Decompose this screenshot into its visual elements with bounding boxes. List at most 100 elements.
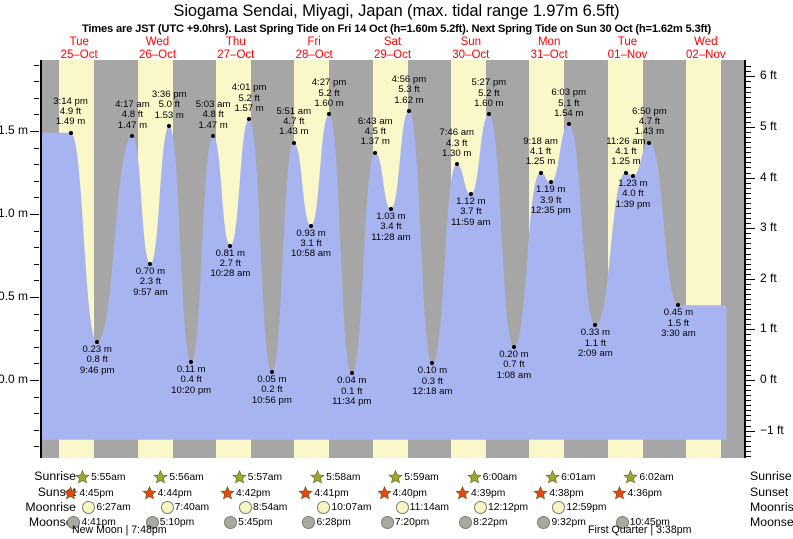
- tide-label-line-2: 0.3 ft: [421, 375, 444, 387]
- tick-minor-4.3ft: [746, 162, 751, 164]
- almanac-time-text: 4:42pm: [236, 487, 271, 499]
- tick-label-4ft: 4 ft: [760, 169, 777, 184]
- almanac-time-text: 9:32pm: [551, 517, 586, 528]
- tick-minor-4.2ft: [746, 167, 751, 169]
- day-date: 29–Oct: [373, 48, 412, 61]
- tick-label-3ft: 3 ft: [760, 220, 777, 235]
- day-header-6: Sun 30–Oct: [422, 36, 520, 61]
- day-header-7: Mon 31–Oct: [500, 36, 598, 61]
- tide-label-line-3: 1.25 m: [525, 156, 556, 168]
- tick-minor-0.9ft: [746, 334, 751, 336]
- tide-high-label: 6:03 pm 5.1 ft 1.54 m: [538, 87, 600, 120]
- almanac-time-text: 12:59pm: [566, 502, 607, 513]
- almanac-moonset-5: 7:20pm: [380, 516, 429, 529]
- moonrise-disc-icon: [160, 501, 174, 514]
- tick-minor-1.1ft: [746, 324, 751, 326]
- tick-minor-0.7m: [34, 263, 39, 265]
- tide-low-label: 0.70 m 2.3 ft 9:57 am: [119, 266, 181, 298]
- tide-label-line-2: 5.0 ft: [158, 99, 180, 111]
- tide-label-line-1: 3:14 pm: [53, 95, 88, 107]
- tick-minor-2.6ft: [746, 248, 751, 250]
- tick-label-6ft: 6 ft: [760, 68, 777, 83]
- tide-high-marker: [211, 133, 216, 138]
- tide-label-line-2: 5.2 ft: [238, 92, 260, 104]
- almanac-time-text: 5:57am: [247, 471, 283, 483]
- tide-label-line-1: 11:26 am: [606, 135, 646, 147]
- almanac-time-text: 7:40am: [174, 502, 210, 513]
- tide-label-line-3: 1.37 m: [360, 136, 390, 148]
- tide-label-line-3: 11:28 am: [371, 231, 411, 243]
- almanac-row-label-moonrise-left: Moonrise: [25, 500, 76, 514]
- tick-minor-0.2m: [34, 346, 39, 348]
- moonset-disc-icon: [224, 516, 238, 529]
- tide-low-marker: [228, 243, 233, 248]
- day-of-week: Fri: [307, 36, 321, 48]
- tick-label-5ft: 5 ft: [760, 119, 777, 134]
- tick-label--1ft: −1 ft: [760, 422, 784, 437]
- almanac-time-text: 4:36pm: [627, 487, 663, 499]
- almanac-row-label-moonset-left: Moonset: [28, 515, 76, 529]
- tide-label-line-1: 1.12 m: [456, 196, 486, 208]
- almanac-time-text: 5:56am: [169, 471, 204, 483]
- tide-label-line-3: 9:46 pm: [79, 364, 115, 376]
- tick-minor--0.3m: [34, 429, 39, 431]
- tide-label-line-2: 0.8 ft: [86, 354, 108, 366]
- almanac-sunrise-7: 6:01am: [545, 470, 595, 484]
- tick-minor-1.1m: [34, 197, 39, 199]
- star-icon: [298, 486, 313, 500]
- moon-phase-2: First Quarter | 3:38pm: [588, 524, 692, 536]
- almanac-row-label-moonset-right: Moonset: [750, 515, 793, 529]
- tick-minor-5.5ft: [746, 101, 751, 103]
- almanac-row-label-sunset-right: Sunset: [750, 485, 789, 499]
- tide-low-marker: [630, 173, 635, 178]
- tide-label-line-2: 3.7 ft: [460, 206, 482, 218]
- tide-label-line-1: 4:01 pm: [231, 82, 267, 94]
- tick-minor--0.1ft: [746, 385, 751, 387]
- almanac-time-text: 10:07am: [331, 502, 372, 513]
- day-of-week: Mon: [537, 36, 561, 48]
- tick-minor-2.1ft: [746, 273, 751, 275]
- tick-minor-1.6ft: [746, 299, 751, 301]
- moonset-disc-icon: [537, 516, 551, 529]
- tide-label-line-2: 0.2 ft: [261, 384, 283, 396]
- tick-minor-3.5ft: [746, 202, 751, 204]
- tick-minor-0.1ft: [746, 374, 751, 376]
- almanac-moonset-3: 5:45pm: [224, 516, 272, 529]
- tide-high-label: 4:27 pm 5.2 ft 1.60 m: [298, 77, 360, 110]
- tide-low-label: 0.05 m 0.2 ft 10:56 pm: [241, 374, 303, 406]
- tick-minor-4.4ft: [746, 157, 751, 159]
- tide-label-line-3: 2:09 am: [578, 348, 613, 360]
- almanac-sunrise-4: 5:58am: [310, 470, 360, 484]
- moonset-disc-icon: [459, 516, 473, 529]
- tick-minor-1.8m: [34, 81, 39, 83]
- tide-low-label: 0.45 m 1.5 ft 3:30 am: [647, 307, 709, 339]
- tide-label-line-2: 0.1 ft: [341, 385, 363, 397]
- tick-major-0m: [30, 380, 39, 381]
- tide-label-line-1: 5:03 am: [195, 98, 231, 110]
- moonset-disc-icon: [145, 516, 159, 529]
- moon-phase-1: New Moon | 7:48pm: [72, 524, 167, 536]
- tide-low-marker: [269, 369, 274, 374]
- tick-minor-0.6m: [34, 280, 39, 282]
- tide-label-line-3: 1.60 m: [314, 98, 344, 110]
- tide-label-line-3: 9:57 am: [133, 286, 168, 298]
- tide-high-marker: [373, 150, 378, 155]
- tide-label-line-2: 1.5 ft: [667, 317, 690, 329]
- tide-low-label: 0.23 m 0.8 ft 9:46 pm: [66, 344, 128, 376]
- tide-label-line-2: 4.5 ft: [364, 125, 386, 137]
- tide-high-marker: [486, 112, 491, 117]
- tick-minor-0.4ft: [746, 359, 751, 361]
- tide-label-line-1: 0.93 m: [296, 227, 326, 239]
- tick-minor--0.5ft: [746, 405, 751, 407]
- tick-minor-1.7ft: [746, 293, 751, 295]
- tick-minor-0.2ft: [746, 369, 751, 371]
- tick-minor-0.3ft: [746, 364, 751, 366]
- tick-major-1m: [30, 214, 39, 215]
- tide-high-label: 5:27 pm 5.2 ft 1.60 m: [458, 77, 520, 109]
- almanac-sunset-5: 4:40pm: [377, 486, 427, 500]
- star-icon: [467, 470, 482, 484]
- tide-label-line-3: 1.54 m: [554, 108, 584, 120]
- tick-minor-1.2m: [34, 180, 39, 182]
- tick-minor-3.2ft: [746, 218, 751, 220]
- tick-minor--1.5ft: [746, 455, 751, 457]
